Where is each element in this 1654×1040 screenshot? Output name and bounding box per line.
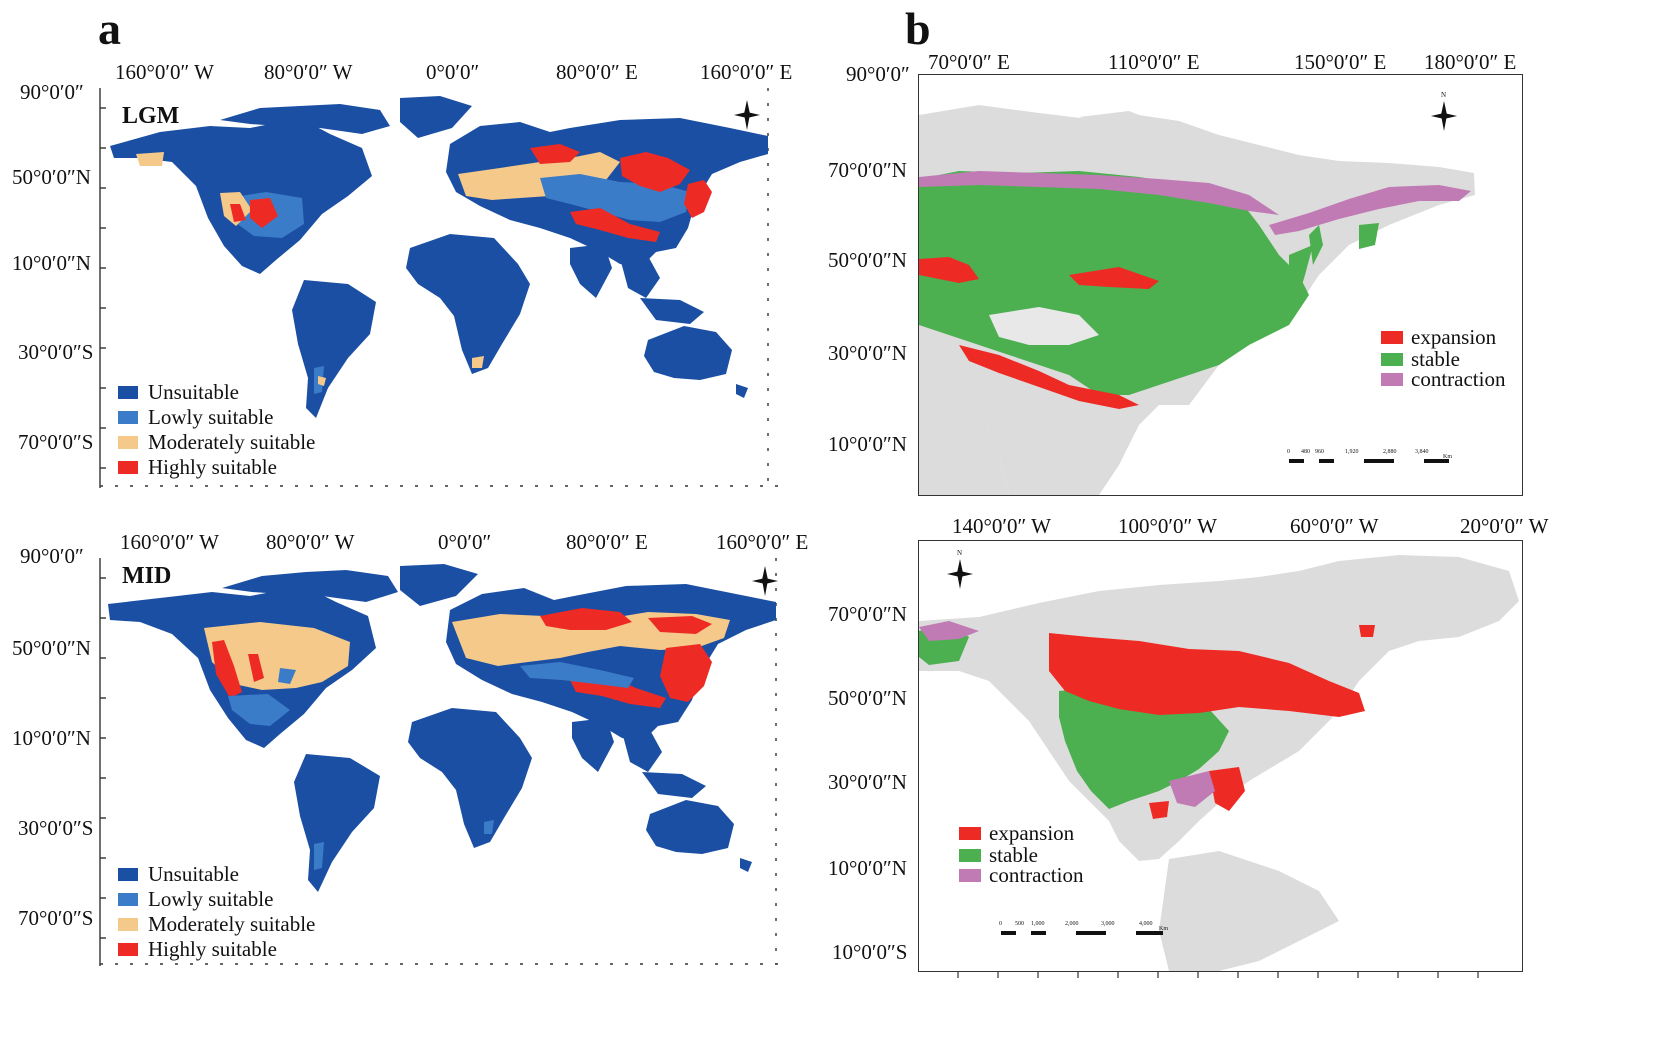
panel-letter-a: a: [98, 3, 121, 54]
legend-namerica: expansion stable contraction: [959, 823, 1099, 891]
lat-label: 70°0′0″N: [828, 602, 907, 626]
map-canvas-namerica: 0 500 1,000 2,000 3,000 4,000 Km N expan…: [918, 540, 1523, 972]
lat-label: 70°0′0″S: [18, 430, 94, 454]
legend-lgm: Unsuitable Lowly suitable Moderately sui…: [118, 382, 358, 482]
lon-label: 80°0′0″ W: [266, 530, 355, 554]
lat-label: 30°0′0″S: [18, 340, 94, 364]
lon-label: 110°0′0″ E: [1108, 50, 1200, 74]
lon-label: 160°0′0″ W: [120, 530, 219, 554]
lat-label: 70°0′0″S: [18, 906, 94, 930]
lon-label: 80°0′0″ E: [556, 60, 638, 84]
lat-label: 10°0′0″N: [12, 726, 91, 750]
lat-label: 10°0′0″N: [12, 251, 91, 275]
lon-label: 160°0′0″ W: [115, 60, 214, 84]
lon-label: 60°0′0″ W: [1290, 514, 1379, 538]
scale-bar-asia: [1289, 459, 1449, 463]
lat-label: 70°0′0″N: [828, 158, 907, 182]
scale-bar-namerica: [1001, 931, 1163, 935]
map-svg-mid: [99, 558, 780, 966]
lat-label: 10°0′0″N: [828, 856, 907, 880]
lon-label: 80°0′0″ E: [566, 530, 648, 554]
lon-label: 0°0′0″: [438, 530, 492, 554]
lat-label: 30°0′0″N: [828, 770, 907, 794]
lat-label: 30°0′0″N: [828, 341, 907, 365]
legend-asia: expansion stable contraction: [1381, 327, 1521, 395]
map-svg-asia: [919, 105, 1475, 495]
map-canvas-asia: 0 480 960 1,920 2,880 3,840 Km N expansi…: [918, 74, 1523, 496]
lon-label: 80°0′0″ W: [264, 60, 353, 84]
lat-label: 30°0′0″S: [18, 816, 94, 840]
lon-label: 20°0′0″ W: [1460, 514, 1549, 538]
lat-label: 50°0′0″N: [12, 636, 91, 660]
lat-label: 90°0′0″: [20, 80, 84, 104]
lat-label: 50°0′0″N: [12, 165, 91, 189]
bottom-ticks: [957, 972, 1479, 978]
lon-label: 180°0′0″ E: [1424, 50, 1517, 74]
period-label-mid: MID: [122, 563, 172, 589]
lon-label: 150°0′0″ E: [1294, 50, 1387, 74]
map-svg-lgm: [99, 88, 780, 488]
map-canvas-mid: MID Unsuitable Lowly suitable Moderately…: [99, 558, 790, 968]
map-svg-namerica: [919, 555, 1519, 971]
map-canvas-lgm: LGM Unsuitable Lowly suitable Moderately…: [99, 88, 780, 488]
panel-letter-b: b: [905, 3, 931, 54]
lat-label: 50°0′0″N: [828, 248, 907, 272]
lon-label: 100°0′0″ W: [1118, 514, 1217, 538]
lon-label: 70°0′0″ E: [928, 50, 1010, 74]
lon-label: 160°0′0″ E: [700, 60, 793, 84]
lat-label: 50°0′0″N: [828, 686, 907, 710]
lon-label: 160°0′0″ E: [716, 530, 809, 554]
lat-label: 10°0′0″N: [828, 432, 907, 456]
lat-label: 10°0′0″S: [832, 940, 908, 964]
lat-label: 90°0′0″: [846, 62, 910, 86]
legend-mid: Unsuitable Lowly suitable Moderately sui…: [118, 864, 358, 964]
period-label-lgm: LGM: [122, 103, 180, 129]
lat-label: 90°0′0″: [20, 544, 84, 568]
lon-label: 0°0′0″: [426, 60, 480, 84]
lon-label: 140°0′0″ W: [952, 514, 1051, 538]
